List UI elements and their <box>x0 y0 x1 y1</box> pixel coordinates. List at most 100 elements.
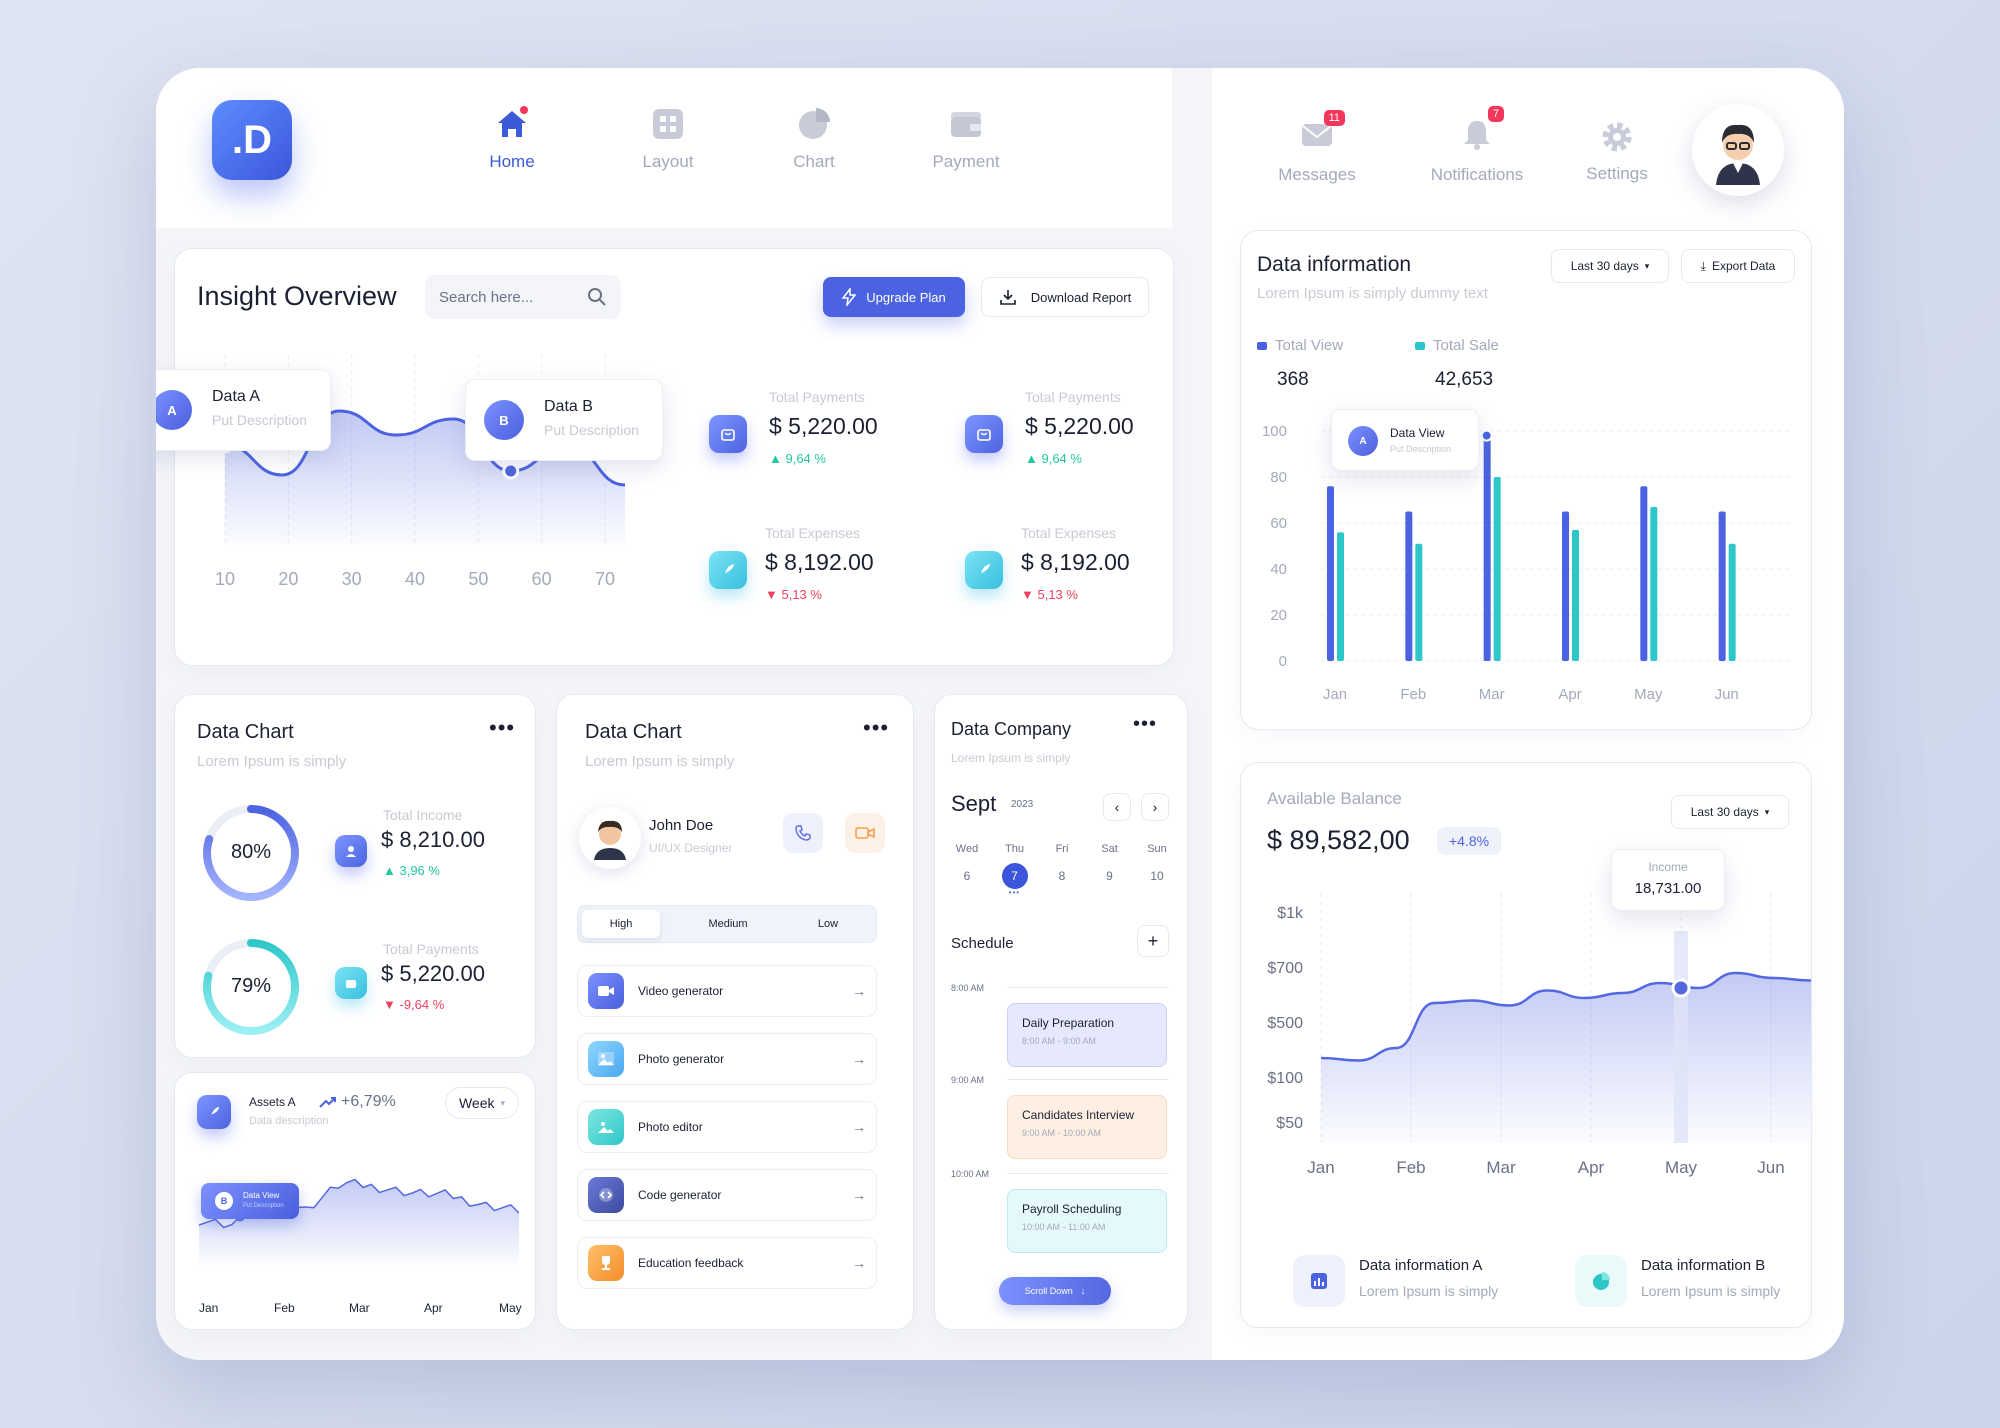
balance-range-select[interactable]: Last 30 days ▾ <box>1671 795 1789 829</box>
x-tick-label: Jan <box>1323 686 1347 703</box>
export-data-button[interactable]: ⤓ Export Data <box>1681 249 1795 283</box>
data-b-avatar: B <box>484 400 524 440</box>
bar-view[interactable] <box>1562 511 1569 662</box>
chevron-down-icon: ▾ <box>500 1097 506 1108</box>
call-button[interactable] <box>783 813 823 853</box>
donut-chart-2: 79% <box>201 937 301 1037</box>
bar-sale[interactable] <box>1650 506 1658 661</box>
bar-sale[interactable] <box>1493 477 1501 661</box>
download-report-label: Download Report <box>1030 289 1132 305</box>
stat-change: ▼ 5,13 % <box>1021 587 1078 602</box>
list-item-video-generator[interactable]: Video generator → <box>577 965 877 1017</box>
info-a-title: Data information A <box>1359 1257 1483 1274</box>
list-item-photo-editor[interactable]: Photo editor → <box>577 1101 877 1153</box>
nav-payment[interactable]: Payment <box>911 106 1021 172</box>
image-edit-icon <box>588 1109 624 1145</box>
user-avatar[interactable] <box>1692 104 1784 196</box>
list-item-label: Education feedback <box>638 1256 744 1270</box>
day-name: Fri <box>1055 843 1069 855</box>
download-report-button[interactable]: Download Report <box>981 277 1149 317</box>
lightning-icon <box>842 288 857 306</box>
calendar-day[interactable]: Fri 8 <box>1040 843 1084 897</box>
bar-sale[interactable] <box>1572 529 1579 661</box>
nav-home[interactable]: Home <box>457 106 567 172</box>
avatar[interactable] <box>579 807 641 869</box>
messages-button[interactable]: 11 Messages <box>1262 110 1372 185</box>
calendar-day-selected[interactable]: Thu 7 ••• <box>993 843 1037 897</box>
data-point-b[interactable] <box>502 462 520 480</box>
x-tick-label: 50 <box>468 569 488 589</box>
bag-icon <box>335 967 367 999</box>
calendar-prev-button[interactable]: ‹ <box>1103 793 1131 821</box>
x-tick-label: 40 <box>405 569 425 589</box>
time-label: 8:00 AM <box>951 983 985 993</box>
bar-sale[interactable] <box>1728 543 1736 661</box>
balance-point[interactable] <box>1671 978 1691 998</box>
download-icon <box>999 290 1016 305</box>
data-view-title: Data View <box>1390 426 1445 440</box>
search-icon[interactable] <box>587 287 607 307</box>
schedule-label: Schedule <box>951 935 1014 952</box>
nav-chart-label: Chart <box>793 152 835 171</box>
pie-chart-icon <box>1575 1255 1627 1307</box>
stat-value: $ 8,192.00 <box>1021 549 1130 575</box>
total-income-value: $ 8,210.00 <box>381 827 485 852</box>
video-call-button[interactable] <box>845 813 885 853</box>
more-options-icon[interactable]: ••• <box>1133 713 1158 735</box>
nav-chart[interactable]: Chart <box>759 106 869 172</box>
total-sale-value: 42,653 <box>1435 369 1494 390</box>
tab-high[interactable]: High <box>582 910 660 938</box>
x-tick-label: Feb <box>1400 686 1426 703</box>
search-input[interactable]: Search here... <box>425 275 621 319</box>
add-schedule-button[interactable]: + <box>1137 925 1169 957</box>
bar-view[interactable] <box>1483 435 1491 661</box>
total-income-label: Total Income <box>383 807 463 823</box>
x-tick-label: 30 <box>342 569 362 589</box>
event-time: 10:00 AM - 11:00 AM <box>1022 1222 1106 1232</box>
total-payments-change-value: -9,64 % <box>399 997 445 1012</box>
scroll-down-button[interactable]: Scroll Down ↓ <box>999 1277 1111 1305</box>
x-tick-label: Jun <box>1715 686 1739 703</box>
bar-highlight-point[interactable] <box>1480 429 1493 442</box>
day-number: 7 <box>1001 863 1028 889</box>
list-item-photo-generator[interactable]: Photo generator → <box>577 1033 877 1085</box>
assets-title: Assets A <box>249 1095 296 1109</box>
x-tick-label: Mar <box>1479 686 1505 703</box>
data-information-card: Data information Lorem Ipsum is simply d… <box>1240 230 1812 730</box>
plus-icon: + <box>1147 930 1159 951</box>
more-options-icon[interactable]: ••• <box>863 715 890 740</box>
bar-view[interactable] <box>1405 511 1413 662</box>
income-tooltip: Income 18,731.00 <box>1611 849 1725 911</box>
more-options-icon[interactable]: ••• <box>489 715 516 740</box>
event-candidates-interview[interactable]: Candidates Interview 9:00 AM - 10:00 AM <box>1007 1095 1167 1159</box>
calendar-day[interactable]: Sun 10 <box>1135 843 1179 897</box>
bar-view[interactable] <box>1718 511 1726 662</box>
user-icon <box>335 835 367 867</box>
bar-view[interactable] <box>1640 486 1648 661</box>
bar-sale[interactable] <box>1337 532 1344 661</box>
rocket-icon <box>197 1095 231 1129</box>
list-item-code-generator[interactable]: Code generator → <box>577 1169 877 1221</box>
calendar-next-button[interactable]: › <box>1141 793 1169 821</box>
nav-layout[interactable]: Layout <box>613 106 723 172</box>
event-payroll-scheduling[interactable]: Payroll Scheduling 10:00 AM - 11:00 AM <box>1007 1189 1167 1253</box>
arrow-down-icon: ↓ <box>1080 1286 1086 1296</box>
calendar-day[interactable]: Wed 6 <box>945 843 989 897</box>
settings-button[interactable]: Settings <box>1562 120 1672 184</box>
app-logo[interactable]: .D <box>212 100 292 180</box>
tab-low[interactable]: Low <box>817 918 839 930</box>
event-title: Candidates Interview <box>1022 1108 1135 1122</box>
date-range-select[interactable]: Last 30 days ▾ <box>1551 249 1669 283</box>
upgrade-plan-button[interactable]: Upgrade Plan <box>823 277 965 317</box>
bar-view[interactable] <box>1327 486 1334 661</box>
stat-value: $ 5,220.00 <box>769 413 878 439</box>
bar-sale[interactable] <box>1415 543 1423 661</box>
tab-medium[interactable]: Medium <box>708 918 748 930</box>
calendar-day[interactable]: Sat 9 <box>1088 843 1132 897</box>
donut-2-percent: 79% <box>230 975 272 997</box>
list-item-education-feedback[interactable]: Education feedback → <box>577 1237 877 1289</box>
period-select[interactable]: Week ▾ <box>445 1087 519 1119</box>
notifications-button[interactable]: 7 Notifications <box>1402 106 1552 185</box>
event-daily-preparation[interactable]: Daily Preparation 8:00 AM - 9:00 AM <box>1007 1003 1167 1067</box>
y-tick-label: $50 <box>1276 1115 1303 1132</box>
